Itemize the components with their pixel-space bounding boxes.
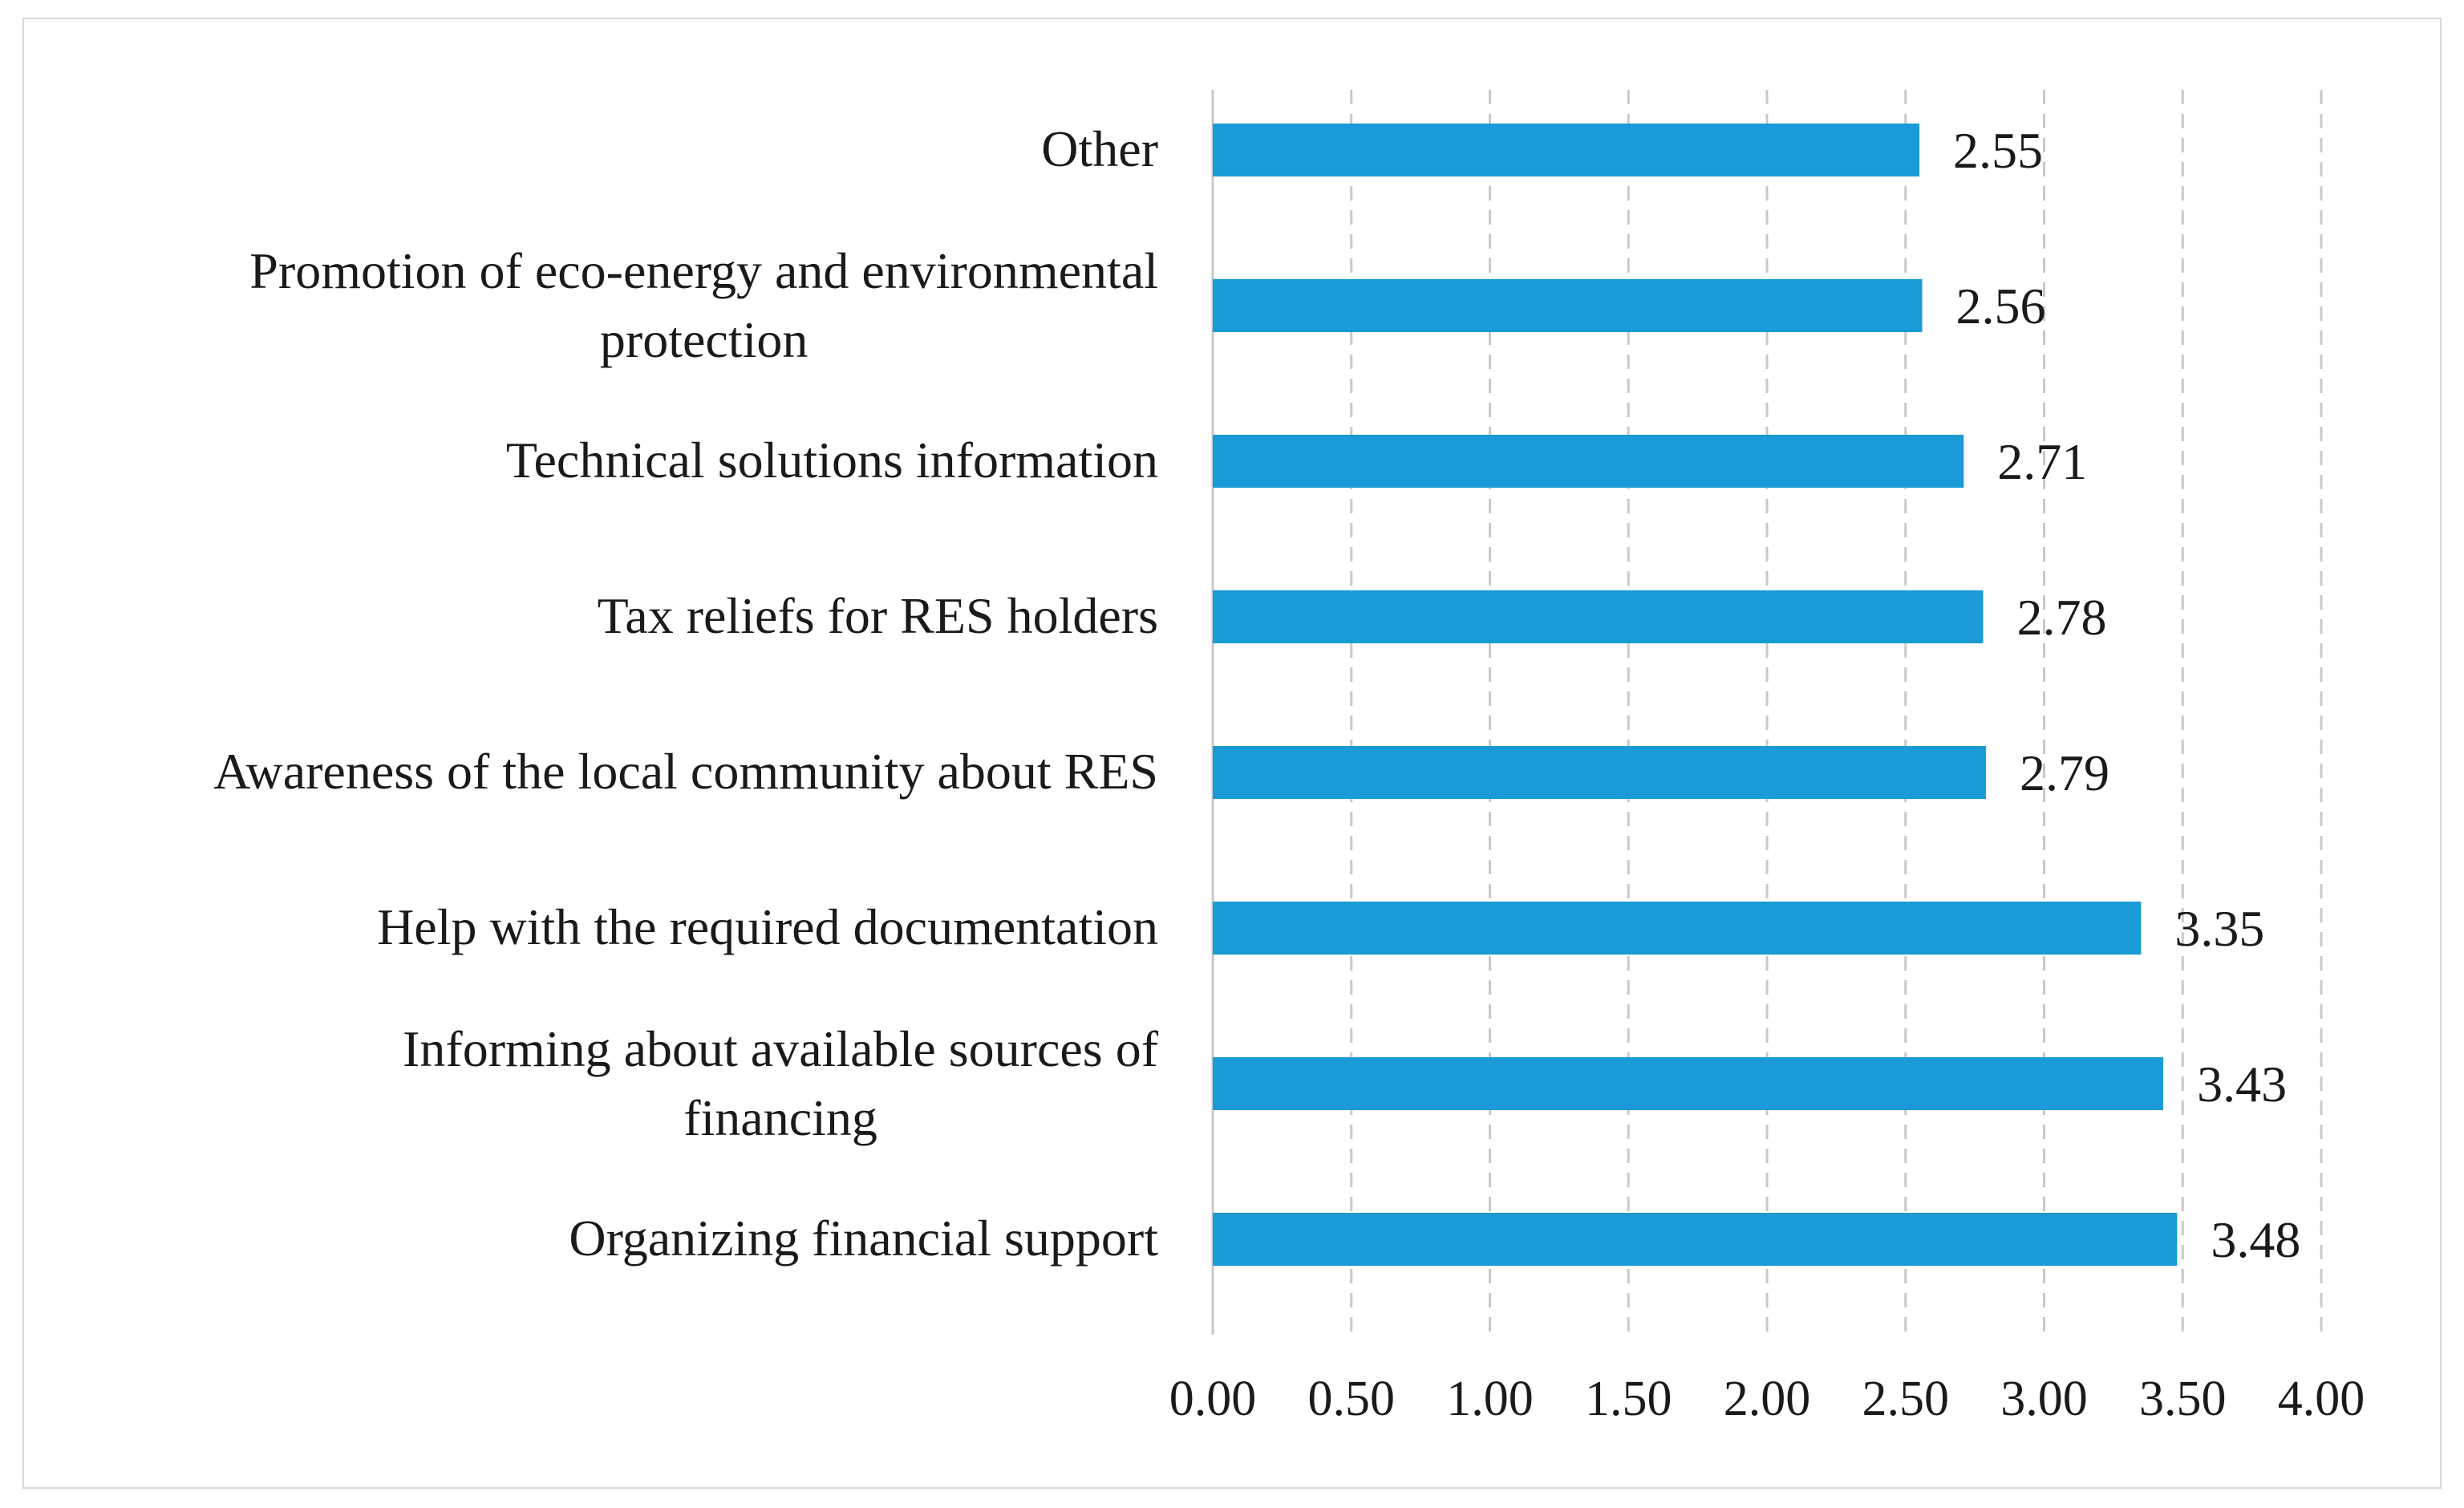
- data-label: 3.43: [2197, 1056, 2287, 1113]
- bar: [1213, 435, 1964, 488]
- data-label: 2.79: [2020, 744, 2109, 801]
- x-tick-label: 3.50: [2139, 1372, 2227, 1426]
- bar-series: [1213, 124, 2178, 1266]
- category-label: Awareness of the local community about R…: [213, 743, 1158, 800]
- category-label: Informing about available sources of fina…: [403, 1020, 1159, 1146]
- data-label: 2.71: [1997, 433, 2087, 490]
- category-label: Promotion of eco-energy and environmenta…: [249, 242, 1158, 368]
- x-axis-ticks: 0.00 0.50 1.00 1.50 2.00 2.50 3.00 3.50 4.00: [1169, 1372, 2365, 1426]
- x-tick-label: 4.00: [2278, 1372, 2365, 1426]
- data-label: 2.78: [2016, 589, 2106, 646]
- data-label: 3.35: [2174, 900, 2264, 957]
- x-tick-label: 0.00: [1169, 1372, 1257, 1426]
- bar: [1213, 902, 2142, 955]
- bar: [1213, 1213, 2178, 1266]
- chart-frame: 2.55 2.56 2.71 2.78 2.79 3.35 3.43 3.48 Other Pr…: [22, 18, 2442, 1489]
- x-tick-label: 1.50: [1585, 1372, 1672, 1426]
- bar: [1213, 1057, 2164, 1110]
- category-labels: Other Promotion of eco-energy and environ…: [213, 120, 1159, 1267]
- category-label: Organizing financial support: [569, 1210, 1158, 1267]
- value-labels: 2.55 2.56 2.71 2.78 2.79 3.35 3.43 3.48: [1953, 122, 2300, 1268]
- category-label: Technical solutions information: [506, 432, 1158, 488]
- bar: [1213, 746, 1986, 799]
- bar: [1213, 279, 1923, 332]
- x-tick-label: 2.50: [1862, 1372, 1950, 1426]
- data-label: 2.55: [1953, 122, 2043, 179]
- category-label: Other: [1041, 120, 1158, 177]
- bar-chart: 2.55 2.56 2.71 2.78 2.79 3.35 3.43 3.48 Other Pr…: [213, 90, 2365, 1426]
- data-label: 3.48: [2211, 1211, 2300, 1268]
- x-tick-label: 3.00: [2000, 1372, 2088, 1426]
- grid-lines: [1211, 90, 2323, 1335]
- category-label: Help with the required documentation: [377, 898, 1158, 955]
- bar: [1213, 124, 1920, 176]
- category-label: Tax reliefs for RES holders: [598, 587, 1158, 644]
- x-tick-label: 2.00: [1724, 1372, 1811, 1426]
- data-label: 2.56: [1955, 278, 2045, 334]
- x-tick-label: 1.00: [1446, 1372, 1534, 1426]
- x-tick-label: 0.50: [1308, 1372, 1396, 1426]
- bar: [1213, 590, 1984, 643]
